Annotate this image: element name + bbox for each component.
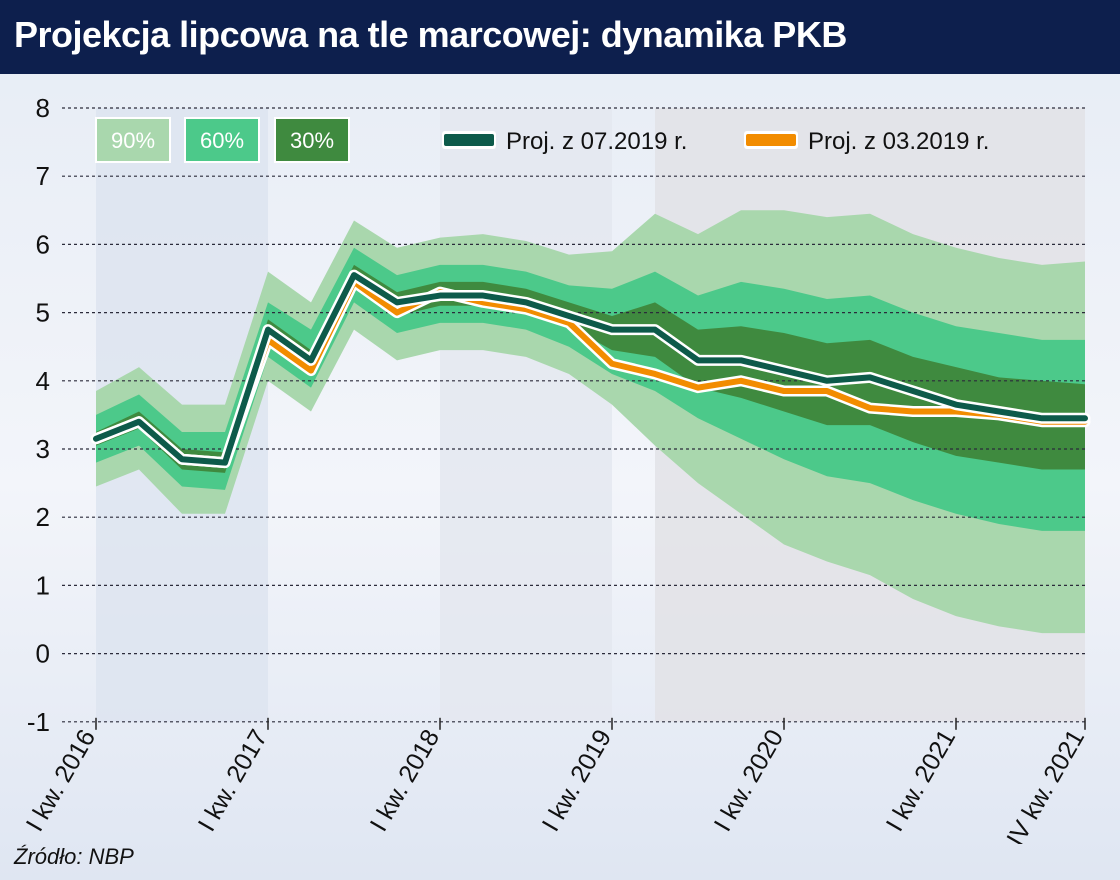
legend-july-label: Proj. z 07.2019 r.: [506, 128, 687, 155]
legend-band-swatch-30: [274, 117, 350, 163]
year-shade-1: [440, 108, 612, 722]
x-tick-label: I kw. 2021: [881, 725, 962, 836]
x-tick-label: I kw. 2016: [21, 725, 102, 836]
gdp-fan-chart: 8 7 6 5 4 3 2 1 0 -1 I kw. 2016 I kw. 2017 I kw. 20…: [21, 93, 1091, 844]
y-tick-label: 8: [36, 93, 50, 123]
chart-title: Projekcja lipcowa na tle marcowej: dynam…: [14, 14, 847, 55]
series-july-line: [93, 272, 1088, 466]
band-60: [96, 247, 1085, 531]
x-tick-label: IV kw. 2021: [1001, 725, 1090, 844]
band-30: [96, 264, 1085, 473]
legend-march-label: Proj. z 03.2019 r.: [808, 128, 989, 155]
y-tick-label: 0: [36, 639, 50, 669]
legend-band-swatch-60: [184, 117, 260, 163]
y-tick-label: 3: [36, 434, 50, 464]
y-tick-label: 2: [36, 502, 50, 532]
y-tick-label: 4: [36, 366, 50, 396]
legend-band-swatch-90: [95, 117, 171, 163]
legend-band-label: 60%: [200, 128, 244, 153]
legend-march-swatch: [746, 134, 796, 146]
x-tick-label: I kw. 2020: [709, 725, 790, 836]
source-note: Źródło: NBP: [14, 844, 134, 869]
y-tick-label: -1: [27, 707, 50, 737]
title-bar: Projekcja lipcowa na tle marcowej: dynam…: [0, 0, 1120, 74]
y-tick-label: 5: [36, 298, 50, 328]
x-tick-label: I kw. 2017: [193, 725, 274, 836]
legend-band-label: 30%: [290, 128, 334, 153]
legend-band-label: 90%: [111, 128, 155, 153]
y-tick-label: 1: [36, 570, 50, 600]
x-tick-label: I kw. 2018: [365, 725, 446, 836]
y-tick-label: 6: [36, 229, 50, 259]
legend-july-swatch: [444, 134, 494, 146]
y-tick-label: 7: [36, 161, 50, 191]
x-tick-label: I kw. 2019: [537, 725, 618, 836]
